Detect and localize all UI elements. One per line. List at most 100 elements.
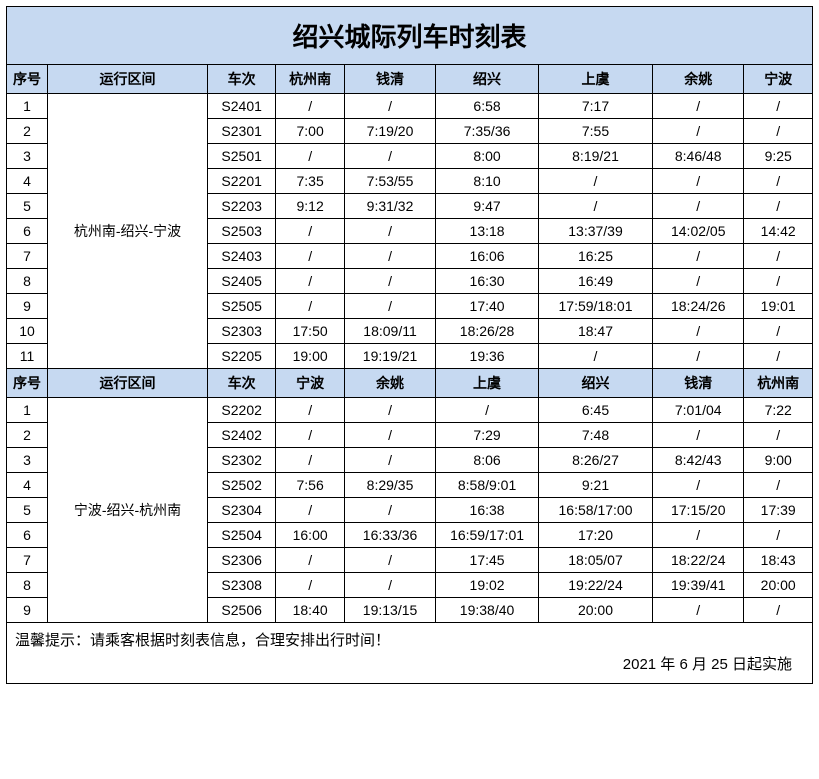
time-cell: 16:38 — [436, 498, 539, 523]
time-cell: / — [653, 598, 744, 623]
time-cell: 9:00 — [744, 448, 813, 473]
time-cell: / — [653, 119, 744, 144]
time-cell: 16:06 — [436, 244, 539, 269]
seq-cell: 9 — [7, 294, 48, 319]
time-cell: / — [276, 498, 344, 523]
seq-cell: 1 — [7, 94, 48, 119]
col-station: 宁波 — [276, 369, 344, 398]
seq-cell: 7 — [7, 244, 48, 269]
time-cell: / — [276, 423, 344, 448]
time-cell: 8:00 — [436, 144, 539, 169]
col-station: 绍兴 — [538, 369, 652, 398]
seq-cell: 4 — [7, 473, 48, 498]
time-cell: 16:30 — [436, 269, 539, 294]
time-cell: / — [436, 398, 539, 423]
time-cell: 18:22/24 — [653, 548, 744, 573]
time-cell: 19:01 — [744, 294, 813, 319]
time-cell: 19:13/15 — [344, 598, 435, 623]
time-cell: / — [744, 169, 813, 194]
time-cell: 9:25 — [744, 144, 813, 169]
time-cell: 6:58 — [436, 94, 539, 119]
train-cell: S2303 — [207, 319, 275, 344]
time-cell: 8:06 — [436, 448, 539, 473]
time-cell: 9:31/32 — [344, 194, 435, 219]
time-cell: 7:17 — [538, 94, 652, 119]
col-route: 运行区间 — [48, 65, 208, 94]
time-cell: 16:49 — [538, 269, 652, 294]
col-station: 杭州南 — [744, 369, 813, 398]
time-cell: / — [744, 94, 813, 119]
seq-cell: 8 — [7, 573, 48, 598]
time-cell: / — [653, 169, 744, 194]
time-cell: / — [276, 269, 344, 294]
time-cell: 17:40 — [436, 294, 539, 319]
time-cell: 8:58/9:01 — [436, 473, 539, 498]
time-cell: / — [538, 344, 652, 369]
train-cell: S2401 — [207, 94, 275, 119]
time-cell: 18:24/26 — [653, 294, 744, 319]
col-station: 绍兴 — [436, 65, 539, 94]
time-cell: / — [744, 269, 813, 294]
time-cell: / — [744, 194, 813, 219]
train-cell: S2301 — [207, 119, 275, 144]
time-cell: 18:05/07 — [538, 548, 652, 573]
seq-cell: 2 — [7, 423, 48, 448]
time-cell: 7:35/36 — [436, 119, 539, 144]
time-cell: 19:39/41 — [653, 573, 744, 598]
time-cell: 19:22/24 — [538, 573, 652, 598]
col-route: 运行区间 — [48, 369, 208, 398]
time-cell: 19:19/21 — [344, 344, 435, 369]
time-cell: / — [344, 398, 435, 423]
time-cell: 6:45 — [538, 398, 652, 423]
time-cell: 14:42 — [744, 219, 813, 244]
time-cell: 7:01/04 — [653, 398, 744, 423]
time-cell: 14:02/05 — [653, 219, 744, 244]
time-cell: 8:10 — [436, 169, 539, 194]
time-cell: 8:46/48 — [653, 144, 744, 169]
col-seq: 序号 — [7, 369, 48, 398]
time-cell: / — [653, 319, 744, 344]
time-cell: / — [344, 94, 435, 119]
col-station: 杭州南 — [276, 65, 344, 94]
timetable: 绍兴城际列车时刻表序号运行区间车次杭州南钱清绍兴上虞余姚宁波1杭州南-绍兴-宁波… — [6, 6, 813, 684]
time-cell: 18:43 — [744, 548, 813, 573]
time-cell: 18:09/11 — [344, 319, 435, 344]
time-cell: / — [744, 319, 813, 344]
time-cell: 17:15/20 — [653, 498, 744, 523]
train-cell: S2201 — [207, 169, 275, 194]
time-cell: / — [344, 573, 435, 598]
time-cell: 20:00 — [538, 598, 652, 623]
col-station: 钱清 — [653, 369, 744, 398]
seq-cell: 5 — [7, 194, 48, 219]
time-cell: / — [276, 94, 344, 119]
time-cell: 9:12 — [276, 194, 344, 219]
time-cell: 16:59/17:01 — [436, 523, 539, 548]
seq-cell: 11 — [7, 344, 48, 369]
time-cell: / — [276, 244, 344, 269]
col-station: 钱清 — [344, 65, 435, 94]
time-cell: 17:20 — [538, 523, 652, 548]
time-cell: 17:39 — [744, 498, 813, 523]
train-cell: S2205 — [207, 344, 275, 369]
time-cell: / — [276, 548, 344, 573]
time-cell: / — [653, 94, 744, 119]
footer-note: 温馨提示：请乘客根据时刻表信息，合理安排出行时间！ — [15, 632, 390, 649]
time-cell: 8:42/43 — [653, 448, 744, 473]
train-cell: S2503 — [207, 219, 275, 244]
time-cell: / — [344, 294, 435, 319]
col-station: 余姚 — [344, 369, 435, 398]
time-cell: 8:19/21 — [538, 144, 652, 169]
time-cell: / — [744, 344, 813, 369]
route-cell: 宁波-绍兴-杭州南 — [48, 398, 208, 623]
time-cell: 7:56 — [276, 473, 344, 498]
train-cell: S2504 — [207, 523, 275, 548]
time-cell: 7:55 — [538, 119, 652, 144]
time-cell: / — [653, 473, 744, 498]
time-cell: / — [653, 523, 744, 548]
time-cell: / — [344, 269, 435, 294]
train-cell: S2502 — [207, 473, 275, 498]
time-cell: / — [276, 573, 344, 598]
time-cell: / — [276, 294, 344, 319]
time-cell: 16:58/17:00 — [538, 498, 652, 523]
seq-cell: 3 — [7, 144, 48, 169]
